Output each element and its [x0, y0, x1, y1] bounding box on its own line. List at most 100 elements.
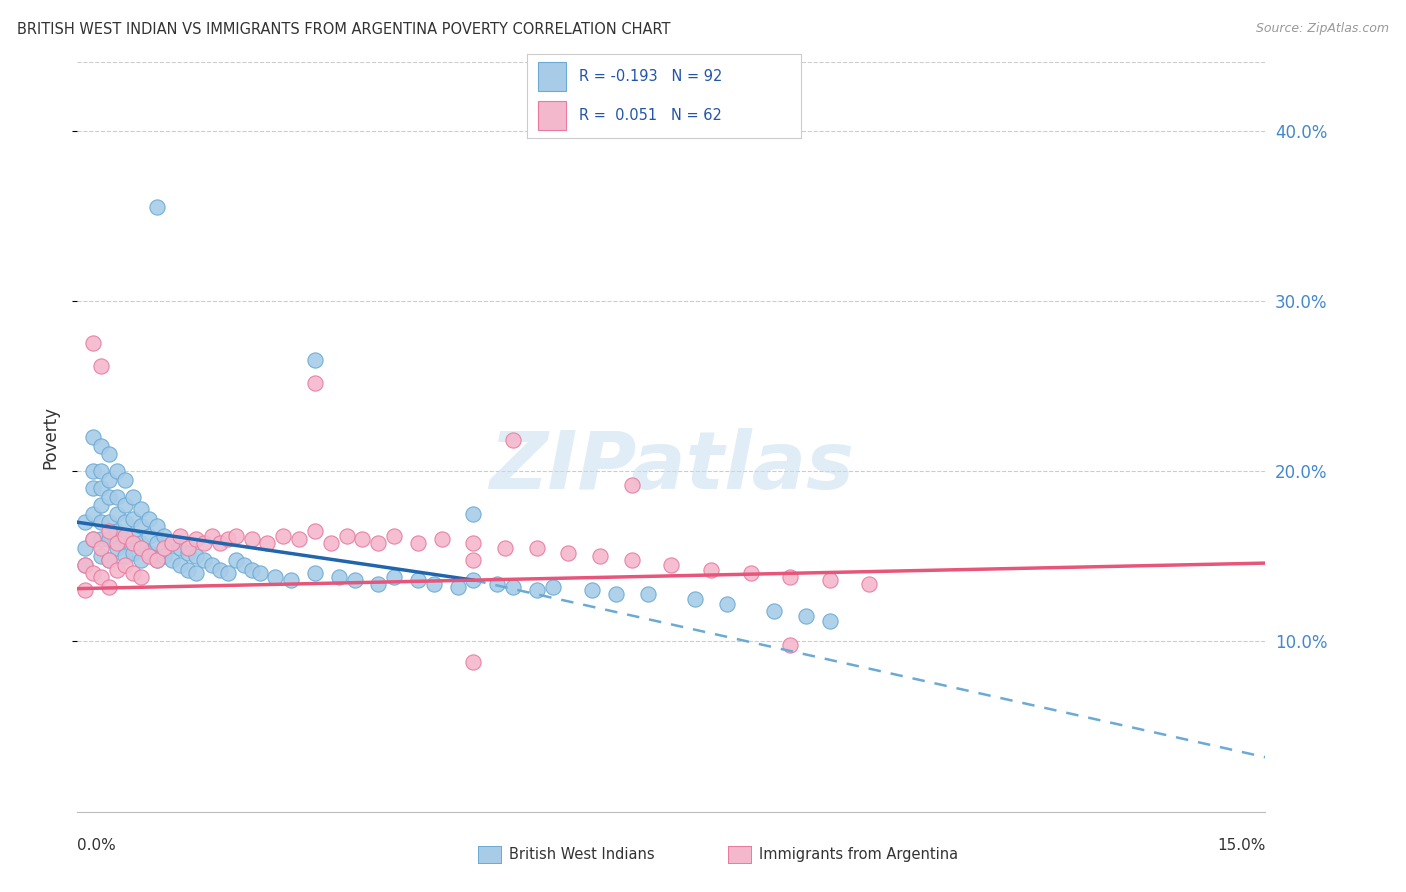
Point: [818, 614, 841, 628]
Point: [105, 464, 128, 478]
Point: [256, 535, 278, 549]
Point: [114, 515, 136, 529]
Point: [129, 552, 152, 566]
Point: [779, 570, 801, 584]
Point: [90, 570, 112, 584]
Text: Source: ZipAtlas.com: Source: ZipAtlas.com: [1256, 22, 1389, 36]
Point: [186, 533, 208, 547]
Point: [138, 529, 160, 543]
FancyBboxPatch shape: [538, 101, 565, 130]
Point: [240, 563, 263, 577]
Point: [336, 529, 359, 543]
Point: [208, 535, 231, 549]
Point: [114, 549, 136, 564]
Point: [280, 573, 302, 587]
Point: [114, 558, 136, 572]
Point: [90, 439, 112, 453]
Point: [129, 541, 152, 555]
Point: [75, 558, 97, 572]
Text: ZIPatlas: ZIPatlas: [489, 428, 853, 506]
Point: [82, 430, 104, 444]
Point: [763, 604, 786, 618]
Point: [304, 353, 326, 368]
Point: [82, 481, 104, 495]
Point: [75, 558, 97, 572]
Point: [177, 541, 200, 555]
Point: [225, 529, 247, 543]
Point: [541, 580, 564, 594]
Point: [145, 518, 167, 533]
Point: [90, 481, 112, 495]
Text: BRITISH WEST INDIAN VS IMMIGRANTS FROM ARGENTINA POVERTY CORRELATION CHART: BRITISH WEST INDIAN VS IMMIGRANTS FROM A…: [17, 22, 671, 37]
Point: [129, 501, 152, 516]
Point: [589, 549, 612, 564]
Point: [201, 529, 224, 543]
Point: [98, 490, 121, 504]
Point: [186, 549, 208, 564]
Point: [463, 535, 485, 549]
Point: [232, 558, 254, 572]
Point: [304, 376, 326, 390]
Point: [352, 533, 374, 547]
Point: [288, 533, 311, 547]
Point: [502, 580, 524, 594]
Point: [271, 529, 294, 543]
Point: [138, 549, 160, 564]
Point: [82, 533, 104, 547]
Point: [328, 570, 350, 584]
Text: 15.0%: 15.0%: [1218, 838, 1265, 853]
Point: [430, 533, 453, 547]
Point: [193, 552, 215, 566]
Point: [637, 587, 659, 601]
Point: [162, 552, 184, 566]
Point: [779, 638, 801, 652]
Point: [145, 200, 167, 214]
Point: [700, 563, 723, 577]
Point: [82, 566, 104, 581]
Point: [98, 580, 121, 594]
Point: [121, 535, 143, 549]
Point: [367, 535, 389, 549]
Point: [605, 587, 627, 601]
Point: [90, 464, 112, 478]
Point: [129, 570, 152, 584]
Point: [153, 529, 176, 543]
Point: [620, 477, 643, 491]
Point: [526, 541, 548, 555]
Point: [683, 591, 706, 606]
Point: [526, 583, 548, 598]
Text: R = -0.193   N = 92: R = -0.193 N = 92: [579, 69, 723, 84]
Point: [240, 533, 263, 547]
Text: British West Indians: British West Indians: [509, 847, 655, 862]
Point: [304, 524, 326, 538]
Point: [193, 535, 215, 549]
Point: [494, 541, 516, 555]
Point: [90, 515, 112, 529]
Point: [90, 359, 112, 373]
Point: [169, 541, 191, 555]
Point: [121, 566, 143, 581]
Point: [82, 507, 104, 521]
FancyBboxPatch shape: [538, 62, 565, 91]
Point: [105, 524, 128, 538]
Point: [138, 546, 160, 560]
Point: [114, 498, 136, 512]
Point: [382, 570, 405, 584]
Point: [82, 464, 104, 478]
Point: [145, 552, 167, 566]
Point: [217, 566, 239, 581]
Point: [367, 576, 389, 591]
Point: [162, 535, 184, 549]
Point: [98, 447, 121, 461]
Point: [121, 512, 143, 526]
Point: [557, 546, 579, 560]
Point: [114, 533, 136, 547]
Point: [502, 434, 524, 448]
Point: [90, 549, 112, 564]
Point: [446, 580, 468, 594]
Point: [177, 563, 200, 577]
Point: [463, 507, 485, 521]
Point: [82, 533, 104, 547]
Text: Immigrants from Argentina: Immigrants from Argentina: [759, 847, 959, 862]
Point: [114, 473, 136, 487]
